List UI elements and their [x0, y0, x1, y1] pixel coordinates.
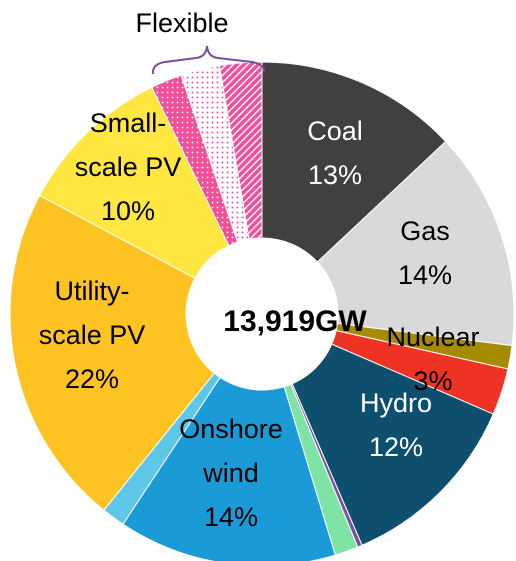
value-label: 22% [65, 364, 119, 394]
labels: Coal 13% Gas 14% Nuclear 3%Hydro 12% Onshore win… [39, 108, 480, 532]
slice [122, 376, 336, 561]
value-label: 3% [413, 366, 452, 396]
value-label: 14% [398, 260, 452, 290]
value-label: 13% [308, 160, 362, 190]
value-label: 14% [204, 502, 258, 532]
slice-label: Small-scale PV [75, 108, 182, 182]
value-label: 10% [101, 196, 155, 226]
slice [9, 194, 215, 511]
donut [9, 61, 515, 561]
slice-label: Coal [307, 116, 363, 146]
slice-label: Gas [400, 216, 450, 246]
slice-label: Utility-scale PV [39, 276, 146, 350]
slice [261, 61, 447, 263]
slice-label: Hydro [360, 388, 432, 418]
slice-label: Nuclear [386, 322, 479, 352]
slice-label: Onshore wind [179, 414, 283, 488]
slice [38, 86, 230, 279]
value-label: 12% [369, 432, 423, 462]
flexible-bracket [151, 45, 265, 75]
annotation: Flexible [135, 8, 228, 38]
slice [218, 61, 263, 240]
slice [291, 343, 494, 546]
center-label: 13,919GW [223, 305, 367, 338]
slice [316, 140, 515, 347]
